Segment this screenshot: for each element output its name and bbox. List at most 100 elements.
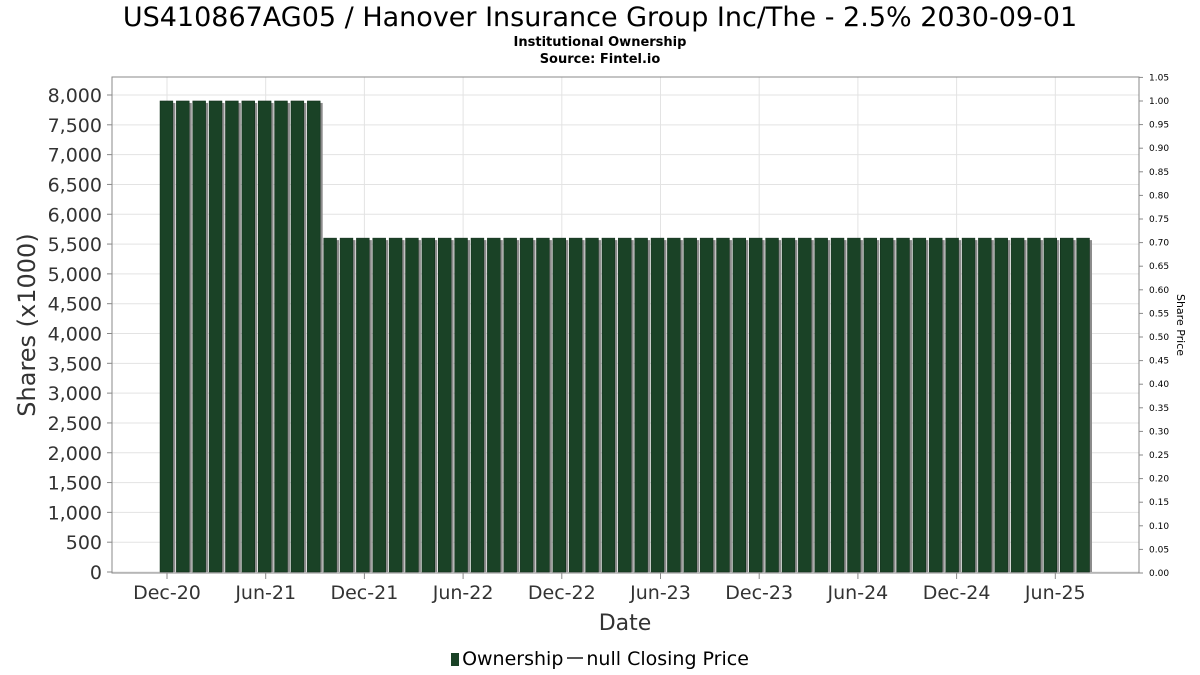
y-tick-label: 7,500 — [48, 115, 102, 137]
ownership-bar — [601, 237, 616, 573]
y-tick-label: 2,000 — [48, 443, 102, 465]
ownership-bar — [618, 237, 632, 573]
y-tick-label: 3,000 — [48, 383, 102, 405]
ownership-bar — [699, 237, 714, 573]
ownership-bar — [438, 237, 452, 573]
y2-tick-label: 1.05 — [1149, 73, 1169, 83]
y-axis-label: Shares (x1000) — [13, 233, 41, 416]
legend-ownership-label: Ownership — [462, 648, 564, 670]
y2-tick-label: 1.00 — [1149, 97, 1169, 107]
y-tick-label: 6,000 — [48, 204, 102, 226]
ownership-bar — [241, 100, 255, 573]
y2-tick-label: 0.90 — [1149, 144, 1169, 154]
ownership-bar — [732, 237, 747, 573]
chart-subtitle: Institutional Ownership — [513, 35, 687, 50]
x-tick-label: Jun-22 — [432, 582, 494, 604]
y-tick-label: 5,500 — [48, 234, 102, 256]
y2-tick-label: 0.40 — [1149, 380, 1169, 390]
y2-tick-label: 0.20 — [1149, 475, 1169, 485]
x-tick-label: Dec-22 — [528, 582, 596, 604]
bars — [159, 100, 1092, 573]
legend-closing-price-label: null Closing Price — [586, 648, 749, 670]
ownership-bar — [470, 237, 485, 573]
y2-tick-label: 0.30 — [1149, 427, 1169, 437]
ownership-bar — [749, 237, 763, 573]
x-axis-label: Date — [599, 611, 652, 636]
ownership-bar — [225, 100, 239, 573]
legend: Ownership null Closing Price — [0, 646, 1200, 672]
y-tick-label: 8,000 — [48, 85, 102, 107]
ownership-bar — [765, 237, 779, 573]
y2-tick-label: 0.10 — [1149, 522, 1169, 532]
ownership-bar — [552, 237, 566, 573]
y2-tick-label: 0.25 — [1149, 451, 1169, 461]
y2-tick-label: 0.70 — [1149, 239, 1169, 249]
x-tick-label: Jun-21 — [234, 582, 296, 604]
ownership-bar — [683, 237, 697, 573]
ownership-bar — [274, 100, 288, 573]
ownership-bar — [536, 237, 550, 573]
ownership-bar — [994, 237, 1008, 573]
ownership-bar — [945, 237, 959, 573]
ownership-bar — [781, 237, 796, 573]
x-tick-label: Dec-20 — [133, 582, 201, 604]
y-tick-label: 3,500 — [48, 353, 102, 375]
y-tick-label: 500 — [66, 532, 102, 554]
ownership-bar — [454, 237, 468, 573]
y2-tick-label: 0.45 — [1149, 357, 1169, 367]
closing-price-legend-line — [567, 657, 584, 659]
x-tick-label: Dec-21 — [330, 582, 398, 604]
y-tick-label: 4,000 — [48, 324, 102, 346]
secondary-y-axis-label: Share Price — [1174, 294, 1187, 356]
ownership-bar — [192, 100, 206, 573]
x-tick-label: Dec-24 — [923, 582, 991, 604]
axes: 0 500 1,000 1,500 2,000 2,500 3,000 3,500 4,000 4… — [48, 73, 1170, 604]
x-tick-label: Jun-24 — [827, 582, 889, 604]
y-tick-label: 6,500 — [48, 174, 102, 196]
y2-tick-label: 0.00 — [1149, 569, 1169, 579]
ownership-bar — [879, 237, 894, 573]
y2-tick-label: 0.65 — [1149, 262, 1169, 272]
x-tick-label: Jun-23 — [629, 582, 691, 604]
y2-tick-label: 0.15 — [1149, 498, 1169, 508]
plot-area — [111, 76, 1140, 574]
y2-tick-label: 0.35 — [1149, 404, 1169, 414]
ownership-bar — [830, 237, 845, 573]
ownership-bar — [798, 237, 812, 573]
y2-tick-label: 0.75 — [1149, 215, 1169, 225]
ownership-bar — [307, 100, 321, 573]
y2-tick-label: 0.55 — [1149, 309, 1169, 319]
ownership-bar — [372, 237, 386, 573]
ownership-bar — [208, 100, 223, 573]
ownership-bar — [257, 100, 272, 573]
ownership-bar — [650, 237, 665, 573]
ownership-bar — [634, 237, 648, 573]
y2-tick-label: 0.05 — [1149, 545, 1169, 555]
ownership-bar — [568, 237, 583, 573]
y2-tick-label: 0.80 — [1149, 191, 1169, 201]
ownership-bar — [1060, 237, 1074, 573]
ownership-bar — [421, 237, 436, 573]
ownership-bar — [339, 237, 354, 573]
y-tick-label: 1,000 — [48, 502, 102, 524]
x-tick-label: Jun-25 — [1024, 582, 1086, 604]
y-tick-label: 1,500 — [48, 473, 102, 495]
ownership-bar — [863, 237, 877, 573]
y-tick-label: 5,000 — [48, 264, 102, 286]
ownership-bar — [978, 237, 992, 573]
y-tick-label: 4,500 — [48, 294, 102, 316]
y-tick-label: 2,500 — [48, 413, 102, 435]
ownership-bar — [487, 237, 501, 573]
ownership-bar — [1076, 237, 1090, 573]
ownership-bar — [1043, 237, 1058, 573]
y2-tick-label: 0.60 — [1149, 286, 1169, 296]
y2-tick-label: 0.50 — [1149, 333, 1169, 343]
ownership-bar — [503, 237, 517, 573]
ownership-bar — [176, 100, 190, 573]
ownership-bar — [929, 237, 943, 573]
ownership-bar — [585, 237, 599, 573]
ownership-bar — [847, 237, 861, 573]
ownership-bar — [896, 237, 910, 573]
ownership-bar — [1027, 237, 1041, 573]
ownership-bar — [667, 237, 681, 573]
